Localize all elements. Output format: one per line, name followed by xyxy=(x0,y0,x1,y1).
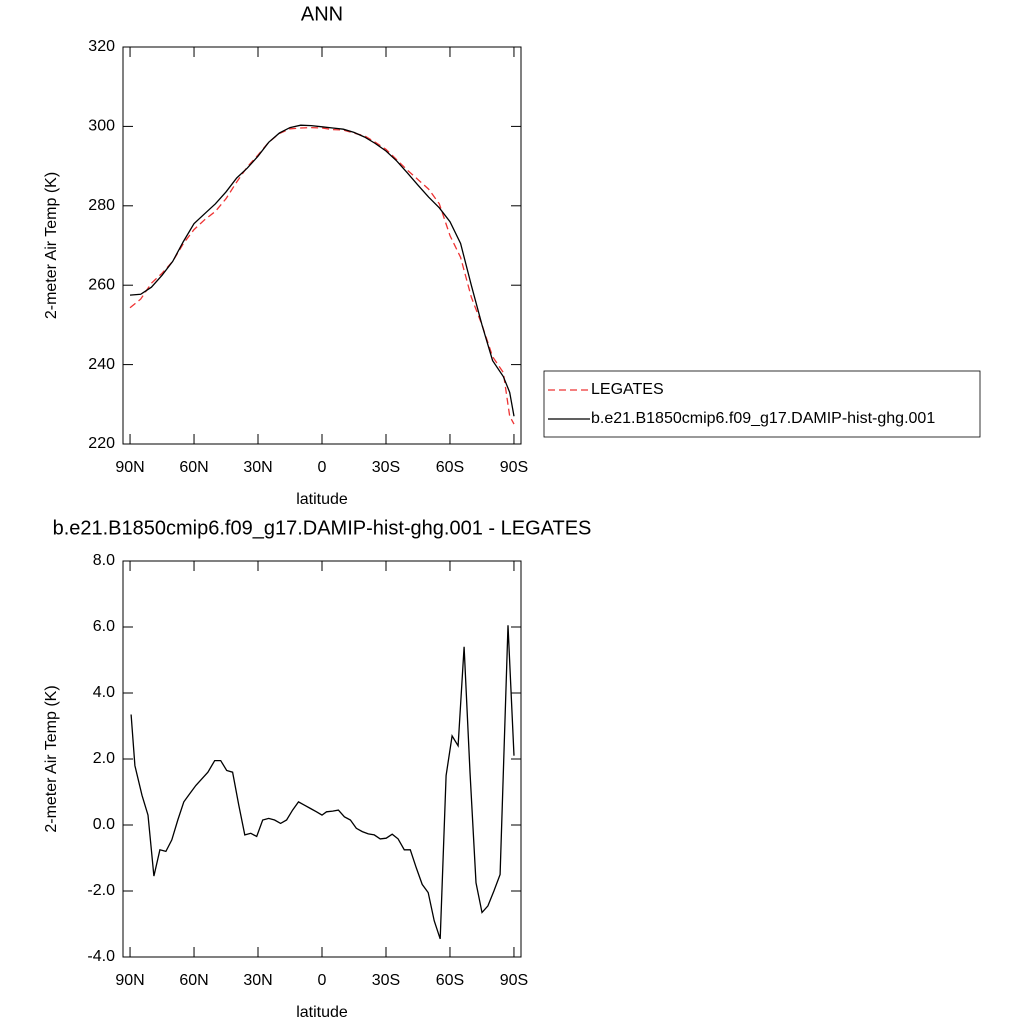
x-axis-label: latitude xyxy=(296,491,348,508)
x-tick-label: 90N xyxy=(115,459,144,476)
y-tick-label: 300 xyxy=(88,118,115,135)
y-tick-label: 320 xyxy=(88,38,115,55)
y-tick-label: 6.0 xyxy=(93,618,115,635)
plot-frame xyxy=(122,46,522,445)
y-tick-label: 0.0 xyxy=(93,816,115,833)
y-tick-label: 280 xyxy=(88,197,115,214)
legend-label: LEGATES xyxy=(591,381,664,398)
x-tick-label: 30N xyxy=(243,459,272,476)
x-tick-label: 90S xyxy=(500,972,528,989)
y-tick-label: 8.0 xyxy=(93,552,115,569)
y-tick-label: 2.0 xyxy=(93,750,115,767)
chart-title: b.e21.B1850cmip6.f09_g17.DAMIP-hist-ghg.… xyxy=(53,517,592,539)
chart-title: ANN xyxy=(301,3,343,25)
y-tick-label: 4.0 xyxy=(93,684,115,701)
x-tick-label: 60N xyxy=(179,459,208,476)
x-tick-label: 30N xyxy=(243,972,272,989)
y-tick-label: 220 xyxy=(88,435,115,452)
x-tick-label: 60S xyxy=(436,459,464,476)
y-tick-label: 240 xyxy=(88,356,115,373)
plot-frame xyxy=(122,560,522,958)
x-tick-label: 60N xyxy=(179,972,208,989)
y-tick-label: 260 xyxy=(88,276,115,293)
x-tick-label: 60S xyxy=(436,972,464,989)
x-tick-label: 30S xyxy=(372,459,400,476)
y-tick-label: -4.0 xyxy=(87,948,115,965)
x-tick-label: 90N xyxy=(115,972,144,989)
y-tick-label: -2.0 xyxy=(87,882,115,899)
x-tick-label: 30S xyxy=(372,972,400,989)
y-axis-label: 2-meter Air Temp (K) xyxy=(43,685,60,832)
x-tick-label: 0 xyxy=(318,459,327,476)
data-line xyxy=(129,124,515,417)
x-axis-label: latitude xyxy=(296,1004,348,1021)
x-tick-label: 90S xyxy=(500,459,528,476)
legend-label: b.e21.B1850cmip6.f09_g17.DAMIP-hist-ghg.… xyxy=(591,410,935,427)
data-line xyxy=(129,126,515,425)
legend-box xyxy=(543,370,981,438)
data-line xyxy=(130,625,515,940)
y-axis-label: 2-meter Air Temp (K) xyxy=(43,172,60,319)
x-tick-label: 0 xyxy=(318,972,327,989)
